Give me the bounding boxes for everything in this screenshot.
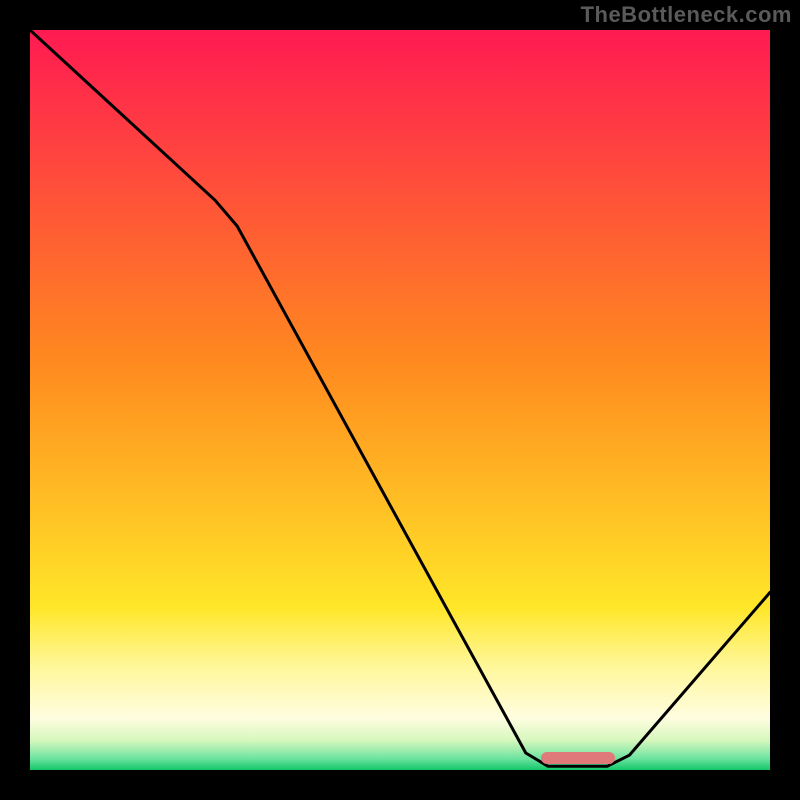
optimal-range-marker (541, 752, 615, 765)
curve-path (30, 30, 770, 766)
bottleneck-curve (0, 0, 800, 800)
chart-container: TheBottleneck.com (0, 0, 800, 800)
watermark-text: TheBottleneck.com (581, 2, 792, 28)
